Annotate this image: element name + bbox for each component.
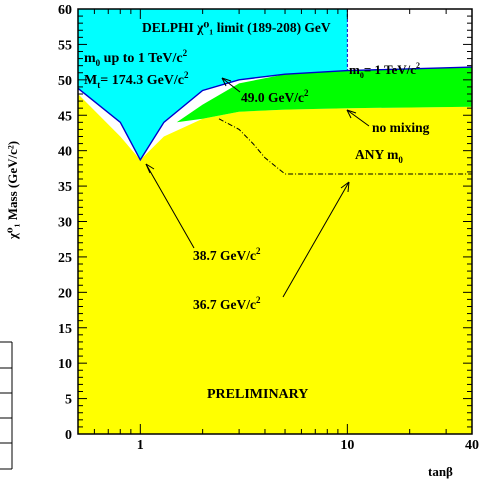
y-tick-label: 60 [58,3,72,18]
arrowhead-no-mixing [346,109,357,119]
y-tick-label: 40 [58,145,72,160]
region-m0-1tev [78,9,348,160]
arrowhead-36-7 [340,181,350,193]
y-tick-label: 20 [58,286,72,301]
arrowhead-49 [221,77,232,87]
arrow-36-7 [282,181,350,298]
arrow-38-7 [145,163,195,249]
y-tick-label: 15 [58,322,72,337]
annotation-36-7: 36.7 GeV/c2 [193,295,261,312]
y-tick-label: 30 [58,216,72,231]
annotation-arrows [145,77,370,298]
y-tick-label: 50 [58,74,72,89]
cropped-table-fragment [0,341,13,470]
axis-ticks [77,8,473,435]
chart-title: DELPHI χ⁰₁ limit (189-208) GeV [142,20,331,35]
annotation-mt: Mt= 174.3 GeV/c2 [84,70,189,90]
annotation-no-mixing: no mixing [372,120,430,135]
annotation-38-7: 38.7 GeV/c2 [193,246,261,263]
annotation-any-m0: ANY m0 [355,147,403,165]
arrow-no-mixing [346,109,370,127]
annotation-m0-1tev: m0= 1 TeV/c2 [349,61,420,80]
annotation-m0-range: m0 up to 1 TeV/c2 [84,48,188,68]
region-no-mixing [176,67,472,123]
x-tick-label-1: 1 [137,438,144,453]
y-tick-label: 35 [58,180,72,195]
annotation-preliminary: PRELIMINARY [207,387,308,402]
annotation-49: 49.0 GeV/c2 [241,88,309,105]
y-axis-title: χ⁰₁ Mass (GeV/c²) [5,141,20,240]
x-tick-label-10: 10 [340,438,354,453]
region-any-m0 [78,94,472,434]
y-tick-label: 10 [58,357,72,372]
arrow-49 [221,77,241,93]
y-tick-label: 45 [58,109,72,124]
y-tick-label: 5 [65,393,72,408]
x-axis-title: tanβ [428,464,453,479]
y-tick-label: 25 [58,251,72,266]
dashdot-curve [218,118,472,175]
arrowhead-38-7 [145,163,155,174]
y-tick-label: 0 [65,428,72,443]
x-tick-label-40: 40 [465,438,479,453]
y-tick-label: 55 [58,38,72,53]
boundary-line [78,66,472,162]
